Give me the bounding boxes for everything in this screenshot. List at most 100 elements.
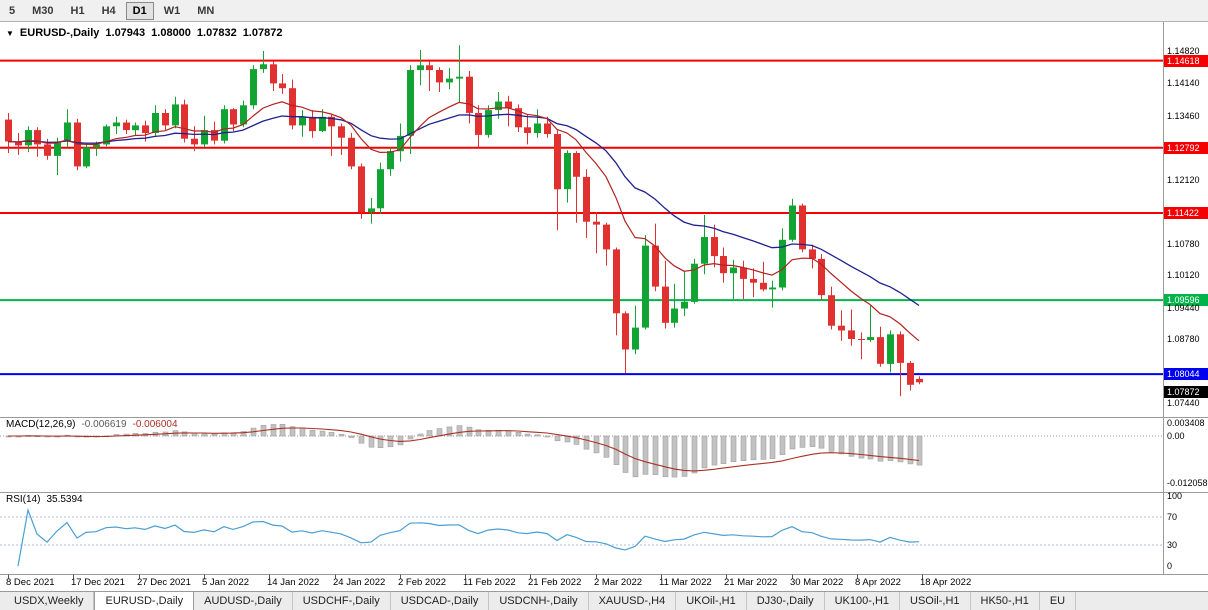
timeframe-button-H4[interactable]: H4 bbox=[101, 4, 116, 17]
candle-body bbox=[34, 130, 41, 145]
candle-body bbox=[240, 105, 247, 125]
macd-bar bbox=[573, 435, 580, 445]
macd-bar bbox=[897, 435, 904, 463]
candle-body bbox=[456, 76, 463, 79]
candle-body bbox=[495, 101, 502, 111]
candle-body bbox=[799, 205, 806, 250]
macd-bar bbox=[211, 433, 218, 437]
timeframe-button-H1[interactable]: H1 bbox=[70, 4, 85, 17]
quote-close: 1.07872 bbox=[242, 27, 283, 39]
quote-high: 1.08000 bbox=[151, 27, 191, 39]
timeframe-button-D1[interactable]: D1 bbox=[125, 1, 154, 20]
candle-body bbox=[573, 153, 580, 177]
macd-bar bbox=[319, 430, 326, 437]
candle-body bbox=[907, 362, 914, 385]
macd-bar bbox=[515, 431, 522, 437]
macd-bar bbox=[632, 435, 639, 478]
macd-bar bbox=[309, 429, 316, 437]
candle-body bbox=[515, 108, 522, 128]
macd-bar bbox=[436, 428, 443, 437]
candle-body bbox=[622, 313, 629, 350]
timeframe-button-M30[interactable]: M30 bbox=[32, 4, 54, 17]
macd-bar bbox=[711, 435, 718, 466]
candle-body bbox=[64, 122, 71, 142]
symbol-tab-usdchf-daily[interactable]: USDCHF-,Daily bbox=[293, 592, 391, 610]
candle-body bbox=[466, 76, 473, 113]
candle-body bbox=[652, 245, 659, 287]
candle-body bbox=[838, 325, 845, 331]
candle-body bbox=[642, 245, 649, 328]
macd-bar bbox=[671, 435, 678, 478]
rsi-label: RSI(14) 35.5394 bbox=[6, 494, 83, 505]
macd-bar bbox=[201, 432, 208, 437]
macd-bar bbox=[485, 429, 492, 437]
candle-body bbox=[867, 337, 874, 340]
macd-bar bbox=[299, 427, 306, 437]
candle-body bbox=[475, 113, 482, 135]
chart-menu-icon[interactable]: ▼ bbox=[6, 28, 14, 38]
timeframe-button-MN[interactable]: MN bbox=[197, 4, 215, 17]
timeframe-button-5[interactable]: 5 bbox=[9, 4, 16, 17]
macd-bar bbox=[907, 435, 914, 465]
candle-body bbox=[113, 122, 120, 127]
ma-slow-line bbox=[7, 113, 920, 307]
candle-body bbox=[201, 130, 208, 145]
candle-body bbox=[25, 130, 32, 146]
macd-bar bbox=[789, 435, 796, 450]
macd-value-signal: -0.006004 bbox=[132, 419, 178, 430]
macd-bar bbox=[446, 426, 453, 437]
symbol-tab-xauusd-h4[interactable]: XAUUSD-,H4 bbox=[589, 592, 677, 610]
rsi-name: RSI(14) bbox=[6, 494, 41, 505]
symbol-tab-eurusd-daily[interactable]: EURUSD-,Daily bbox=[94, 592, 195, 610]
candlesticks bbox=[5, 45, 923, 397]
macd-label: MACD(12,26,9) -0.006619 -0.006004 bbox=[6, 419, 178, 430]
rsi-value: 35.5394 bbox=[46, 494, 83, 505]
candle-body bbox=[613, 249, 620, 314]
candle-body bbox=[328, 116, 335, 127]
candle-body bbox=[701, 237, 708, 264]
candle-body bbox=[132, 125, 139, 131]
macd-bar bbox=[279, 423, 286, 437]
symbol-tab-usoil-h1[interactable]: USOil-,H1 bbox=[900, 592, 971, 610]
symbol-tab-hk50-h1[interactable]: HK50-,H1 bbox=[971, 592, 1040, 610]
candle-body bbox=[505, 101, 512, 109]
macd-bar bbox=[779, 435, 786, 455]
candle-body bbox=[338, 126, 345, 138]
candle-body bbox=[83, 147, 90, 167]
macd-bar bbox=[407, 435, 414, 440]
candle-body bbox=[485, 110, 492, 135]
candle-body bbox=[260, 64, 267, 70]
candle-body bbox=[250, 69, 257, 106]
symbol-tab-dj30-daily[interactable]: DJ30-,Daily bbox=[747, 592, 825, 610]
macd-bar bbox=[642, 435, 649, 475]
symbol-tab-usdx-weekly[interactable]: USDX,Weekly bbox=[4, 592, 95, 610]
candle-body bbox=[123, 122, 130, 131]
candle-body bbox=[93, 144, 100, 148]
macd-bar bbox=[691, 435, 698, 474]
symbol-tab-uk100-h1[interactable]: UK100-,H1 bbox=[825, 592, 901, 610]
symbol-tab-eu[interactable]: EU bbox=[1040, 592, 1077, 610]
macd-bar bbox=[554, 435, 561, 442]
macd-bar bbox=[544, 435, 551, 438]
candle-body bbox=[15, 141, 22, 146]
candle-body bbox=[270, 64, 277, 84]
candle-body bbox=[662, 286, 669, 323]
macd-bar bbox=[828, 435, 835, 452]
symbol-tab-usdcnh-daily[interactable]: USDCNH-,Daily bbox=[489, 592, 589, 610]
candle-body bbox=[5, 119, 12, 142]
candle-body bbox=[671, 308, 678, 323]
symbol-tab-usdcad-daily[interactable]: USDCAD-,Daily bbox=[391, 592, 490, 610]
macd-bar bbox=[730, 435, 737, 463]
candle-body bbox=[632, 327, 639, 350]
macd-bar bbox=[417, 433, 424, 437]
timeframe-button-W1[interactable]: W1 bbox=[163, 4, 181, 17]
macd-bar bbox=[397, 435, 404, 446]
macd-bar bbox=[818, 435, 825, 449]
candle-body bbox=[436, 70, 443, 83]
macd-bar bbox=[358, 435, 365, 444]
symbol-tab-ukoil-h1[interactable]: UKOil-,H1 bbox=[676, 592, 747, 610]
chart-canvas[interactable] bbox=[0, 22, 1208, 591]
macd-bar bbox=[652, 435, 659, 475]
chart-symbol-label: EURUSD-,Daily bbox=[19, 27, 100, 39]
symbol-tab-audusd-daily[interactable]: AUDUSD-,Daily bbox=[194, 592, 293, 610]
